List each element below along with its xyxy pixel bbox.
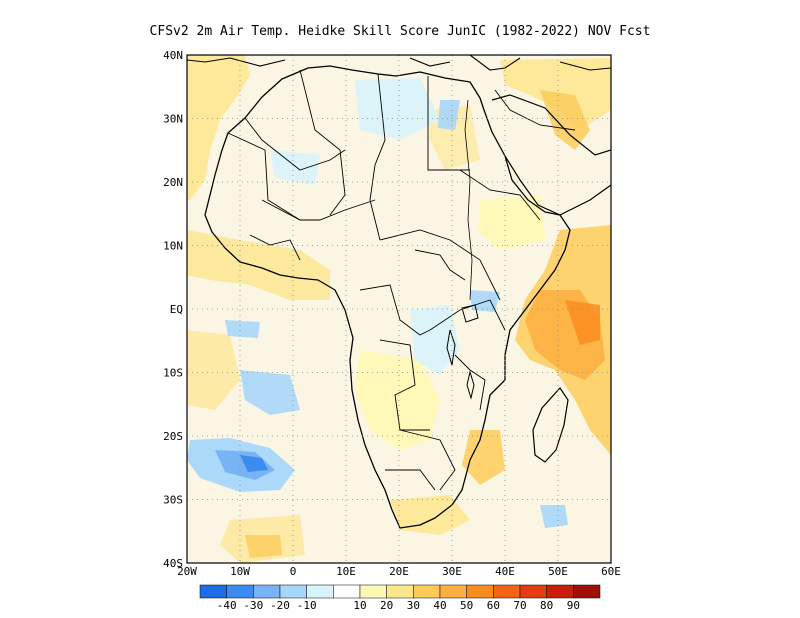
lake-victoria xyxy=(461,304,479,323)
madagascar-outline xyxy=(532,387,569,463)
negative-skill-patch xyxy=(240,455,268,472)
colorbar xyxy=(199,584,601,599)
colorbar-label: 60 xyxy=(487,599,500,612)
europe-coastline xyxy=(187,55,611,71)
colorbar-swatch xyxy=(466,584,494,599)
map-frame xyxy=(186,54,612,564)
nile-river xyxy=(464,99,473,301)
negative-skill-patch xyxy=(410,305,460,375)
colorbar-swatch xyxy=(359,584,387,599)
positive-skill-patch xyxy=(462,430,505,485)
figure-title: CFSv2 2m Air Temp. Heidke Skill Score Ju… xyxy=(150,24,651,39)
colorbar-label: 30 xyxy=(407,599,420,612)
longitude-labels: 20W 10W 0 10E 20E 30E 40E 50E 60E xyxy=(177,565,621,578)
longitude-label: 10W xyxy=(230,565,250,578)
positive-skill-patch xyxy=(390,495,470,535)
colorbar-swatch xyxy=(199,584,227,599)
country-borders xyxy=(227,69,576,491)
colorbar-label: -10 xyxy=(297,599,317,612)
positive-skill-patch xyxy=(187,55,250,200)
colorbar-swatch xyxy=(413,584,441,599)
latitude-label: 10S xyxy=(163,367,183,380)
latitude-labels: 40N 30N 20N 10N EQ 10S 20S 30S 40S xyxy=(163,49,183,570)
colorbar-swatch xyxy=(333,584,361,599)
negative-skill-patch xyxy=(470,290,500,312)
longitude-label: 20W xyxy=(177,565,197,578)
colorbar-label: 20 xyxy=(380,599,393,612)
colorbar-label: 10 xyxy=(353,599,366,612)
graticule xyxy=(187,55,611,563)
negative-skill-patch xyxy=(355,78,440,140)
colorbar-swatch xyxy=(573,584,601,599)
latitude-label: 20N xyxy=(163,176,183,189)
negative-skill-patch xyxy=(225,320,260,338)
colorbar-label: 90 xyxy=(567,599,580,612)
colorbar-label: -30 xyxy=(243,599,263,612)
colorbar-swatch xyxy=(546,584,574,599)
positive-skill-patch xyxy=(355,350,440,450)
latitude-label: EQ xyxy=(170,303,183,316)
latitude-label: 30N xyxy=(163,113,183,126)
colorbar-label: 40 xyxy=(433,599,446,612)
latitude-label: 40N xyxy=(163,49,183,62)
longitude-label: 20E xyxy=(389,565,409,578)
africa-coastline xyxy=(204,65,571,529)
negative-skill-patch xyxy=(438,100,460,130)
colorbar-swatch xyxy=(253,584,281,599)
latitude-label: 10N xyxy=(163,240,183,253)
colorbar-labels: -40 -30 -20 -10 10 20 30 40 50 60 70 80 90 xyxy=(217,599,580,612)
longitude-label: 10E xyxy=(336,565,356,578)
colorbar-swatch xyxy=(386,584,414,599)
latitude-label: 40S xyxy=(163,557,183,570)
skill-shading xyxy=(187,55,611,563)
colorbar-label: -20 xyxy=(270,599,290,612)
map-area xyxy=(187,55,611,563)
positive-skill-patch xyxy=(187,330,240,410)
longitude-label: 40E xyxy=(495,565,515,578)
colorbar-label: 50 xyxy=(460,599,473,612)
positive-skill-patch xyxy=(245,535,282,558)
positive-skill-patch xyxy=(565,300,600,345)
negative-skill-patch xyxy=(270,150,320,185)
negative-skill-patch xyxy=(240,370,300,415)
colorbar-swatch xyxy=(279,584,307,599)
longitude-label: 0 xyxy=(290,565,297,578)
colorbar-label: 70 xyxy=(513,599,526,612)
colorbar-swatch xyxy=(439,584,467,599)
longitude-label: 60E xyxy=(601,565,621,578)
positive-skill-patch xyxy=(478,195,545,250)
colorbar-label: -40 xyxy=(217,599,237,612)
latitude-label: 30S xyxy=(163,494,183,507)
longitude-label: 50E xyxy=(548,565,568,578)
colorbar-swatch xyxy=(493,584,521,599)
colorbar-swatch xyxy=(306,584,334,599)
arabian-peninsula-outline xyxy=(491,94,611,216)
positive-skill-patch xyxy=(187,230,330,300)
longitude-label: 30E xyxy=(442,565,462,578)
lake-malawi xyxy=(466,370,475,400)
positive-skill-patch xyxy=(540,90,590,150)
negative-skill-patch xyxy=(540,505,568,528)
latitude-label: 20S xyxy=(163,430,183,443)
colorbar-label: 80 xyxy=(540,599,553,612)
colorbar-swatch xyxy=(519,584,547,599)
colorbar-swatch xyxy=(226,584,254,599)
